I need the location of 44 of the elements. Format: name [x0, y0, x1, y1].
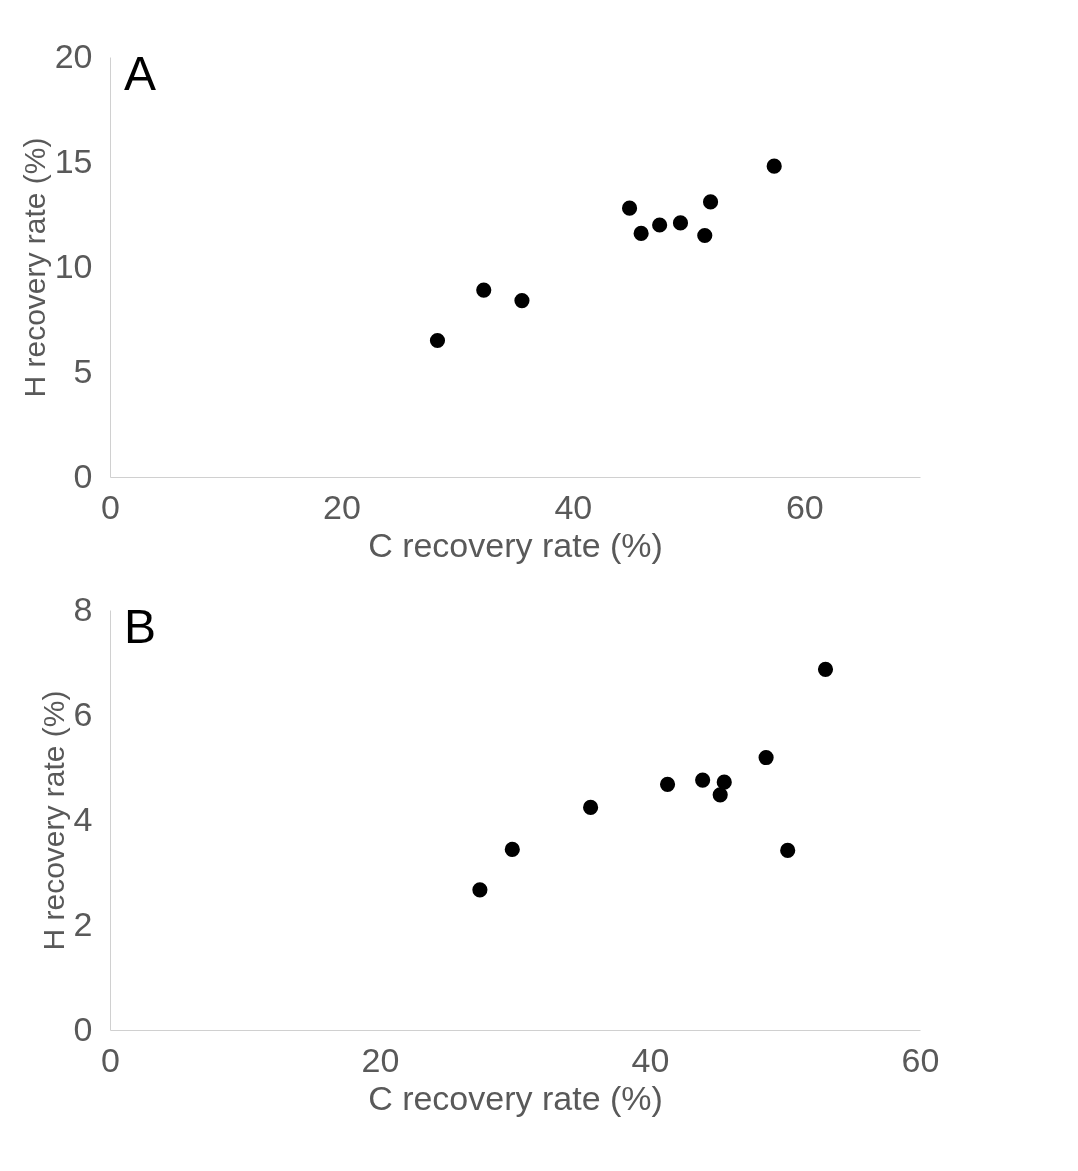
x-axis-title: C recovery rate (%) [368, 525, 663, 564]
point [672, 215, 689, 231]
point [583, 799, 599, 815]
x-tick-label: 20 [361, 1040, 400, 1079]
point [702, 194, 719, 210]
point [514, 293, 530, 309]
y-tick-label: 6 [73, 694, 93, 733]
point [652, 217, 668, 233]
y-tick-label: 2 [73, 904, 93, 943]
y-axis-title: H recovery rate (%) [17, 137, 51, 398]
y-tick-label: 20 [54, 36, 93, 75]
y-tick-label: 15 [54, 141, 93, 180]
x-tick-label: 20 [323, 487, 361, 526]
y-tick-label: 0 [73, 1009, 93, 1048]
y-tick-label: 5 [73, 351, 93, 390]
point [476, 282, 492, 298]
x-tick-label: 0 [101, 1040, 120, 1079]
point [817, 661, 834, 677]
point [472, 882, 488, 898]
point [429, 332, 446, 349]
point [716, 774, 732, 790]
x-tick-label: 40 [631, 1040, 670, 1079]
y-axis-title: H recovery rate (%) [36, 690, 70, 951]
x-tick-label: 60 [785, 487, 824, 526]
point [697, 227, 713, 244]
y-tick-label: 0 [73, 456, 93, 495]
point [695, 772, 711, 788]
chart-title: A [124, 47, 157, 100]
point [712, 787, 728, 803]
point [621, 200, 638, 216]
point [633, 225, 649, 241]
y-tick-label: 4 [73, 799, 93, 838]
point [766, 158, 782, 174]
y-tick-label: 10 [54, 246, 93, 285]
x-axis-title: C recovery rate (%) [368, 1078, 663, 1117]
point [780, 842, 796, 859]
point [659, 776, 676, 792]
y-tick-label: 8 [73, 589, 93, 628]
x-tick-label: 0 [101, 487, 120, 526]
chart-title: B [124, 600, 157, 653]
point [504, 841, 520, 857]
x-tick-label: 40 [554, 487, 593, 526]
x-tick-label: 60 [901, 1040, 940, 1079]
point [758, 749, 774, 766]
